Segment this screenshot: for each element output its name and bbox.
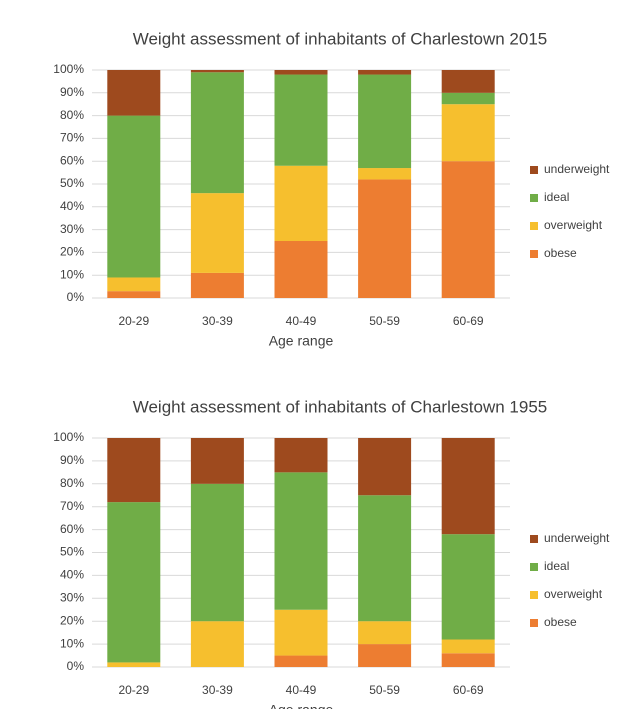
legend-swatch bbox=[530, 250, 538, 258]
bar-segment bbox=[441, 653, 495, 667]
x-tick-label: 40-49 bbox=[286, 314, 317, 328]
bar-segment bbox=[274, 74, 328, 166]
bar-segment bbox=[190, 70, 244, 73]
bar-segment bbox=[107, 70, 161, 116]
y-tick-label: 20% bbox=[60, 245, 84, 259]
bar-segment bbox=[358, 621, 412, 645]
legend-swatch bbox=[530, 563, 538, 571]
bar-segment bbox=[107, 502, 161, 663]
x-tick-label: 30-39 bbox=[202, 314, 233, 328]
legend-label: ideal bbox=[544, 559, 569, 573]
legend-swatch bbox=[530, 619, 538, 627]
x-tick-label: 50-59 bbox=[369, 314, 400, 328]
y-tick-label: 80% bbox=[60, 476, 84, 490]
y-tick-label: 10% bbox=[60, 636, 84, 650]
x-axis-title: Age range bbox=[269, 333, 334, 349]
bar-segment bbox=[358, 179, 412, 298]
bar-segment bbox=[190, 483, 244, 622]
bar-segment bbox=[107, 115, 161, 278]
x-tick-label: 20-29 bbox=[118, 314, 149, 328]
y-tick-label: 0% bbox=[67, 659, 85, 673]
y-tick-label: 30% bbox=[60, 590, 84, 604]
x-tick-label: 20-29 bbox=[118, 683, 149, 697]
bar-segment bbox=[358, 495, 412, 622]
legend-swatch bbox=[530, 194, 538, 202]
bar-segment bbox=[274, 438, 328, 473]
bar-segment bbox=[274, 609, 328, 656]
legend-swatch bbox=[530, 166, 538, 174]
y-tick-label: 100% bbox=[53, 430, 84, 444]
legend-label: underweight bbox=[544, 531, 610, 545]
bar-segment bbox=[274, 165, 328, 241]
bar-segment bbox=[441, 438, 495, 535]
bar-segment bbox=[358, 70, 412, 75]
y-tick-label: 50% bbox=[60, 176, 84, 190]
y-tick-label: 0% bbox=[67, 290, 85, 304]
bar-segment bbox=[274, 241, 328, 298]
bar-segment bbox=[190, 72, 244, 194]
legend-label: overweight bbox=[544, 587, 603, 601]
bar-segment bbox=[274, 70, 328, 75]
y-tick-label: 100% bbox=[53, 62, 84, 76]
legend-label: obese bbox=[544, 615, 577, 629]
legend-label: ideal bbox=[544, 190, 569, 204]
y-tick-label: 70% bbox=[60, 131, 84, 145]
bar-segment bbox=[190, 193, 244, 273]
x-tick-label: 50-59 bbox=[369, 683, 400, 697]
x-axis-title: Age range bbox=[269, 702, 334, 709]
x-tick-label: 60-69 bbox=[453, 683, 484, 697]
y-tick-label: 10% bbox=[60, 267, 84, 281]
legend-label: obese bbox=[544, 246, 577, 260]
y-tick-label: 80% bbox=[60, 108, 84, 122]
bar-segment bbox=[274, 472, 328, 610]
y-tick-label: 60% bbox=[60, 522, 84, 536]
y-tick-label: 90% bbox=[60, 453, 84, 467]
y-tick-label: 30% bbox=[60, 222, 84, 236]
legend-swatch bbox=[530, 591, 538, 599]
legend-swatch bbox=[530, 535, 538, 543]
x-tick-label: 60-69 bbox=[453, 314, 484, 328]
bar-segment bbox=[358, 438, 412, 496]
bar-segment bbox=[441, 639, 495, 654]
bar-segment bbox=[190, 272, 244, 298]
bar-segment bbox=[107, 662, 161, 667]
bar-segment bbox=[358, 74, 412, 169]
x-tick-label: 30-39 bbox=[202, 683, 233, 697]
y-tick-label: 90% bbox=[60, 85, 84, 99]
bar-segment bbox=[441, 161, 495, 298]
x-tick-label: 40-49 bbox=[286, 683, 317, 697]
bar-segment bbox=[190, 438, 244, 484]
bar-segment bbox=[107, 438, 161, 503]
bar-segment bbox=[107, 291, 161, 298]
bar-segment bbox=[441, 70, 495, 93]
bar-segment bbox=[274, 655, 328, 667]
y-tick-label: 20% bbox=[60, 613, 84, 627]
bar-segment bbox=[441, 92, 495, 105]
y-tick-label: 50% bbox=[60, 545, 84, 559]
bar-segment bbox=[441, 534, 495, 640]
bar-segment bbox=[190, 621, 244, 667]
bar-segment bbox=[441, 104, 495, 162]
y-tick-label: 40% bbox=[60, 568, 84, 582]
legend-label: underweight bbox=[544, 162, 610, 176]
y-tick-label: 40% bbox=[60, 199, 84, 213]
bar-segment bbox=[107, 277, 161, 292]
bar-segment bbox=[358, 644, 412, 667]
bar-segment bbox=[358, 168, 412, 180]
legend-swatch bbox=[530, 222, 538, 230]
legend-label: overweight bbox=[544, 218, 603, 232]
chart-title: Weight assessment of inhabitants of Char… bbox=[133, 29, 548, 48]
chart-title: Weight assessment of inhabitants of Char… bbox=[133, 397, 548, 416]
y-tick-label: 60% bbox=[60, 153, 84, 167]
y-tick-label: 70% bbox=[60, 499, 84, 513]
